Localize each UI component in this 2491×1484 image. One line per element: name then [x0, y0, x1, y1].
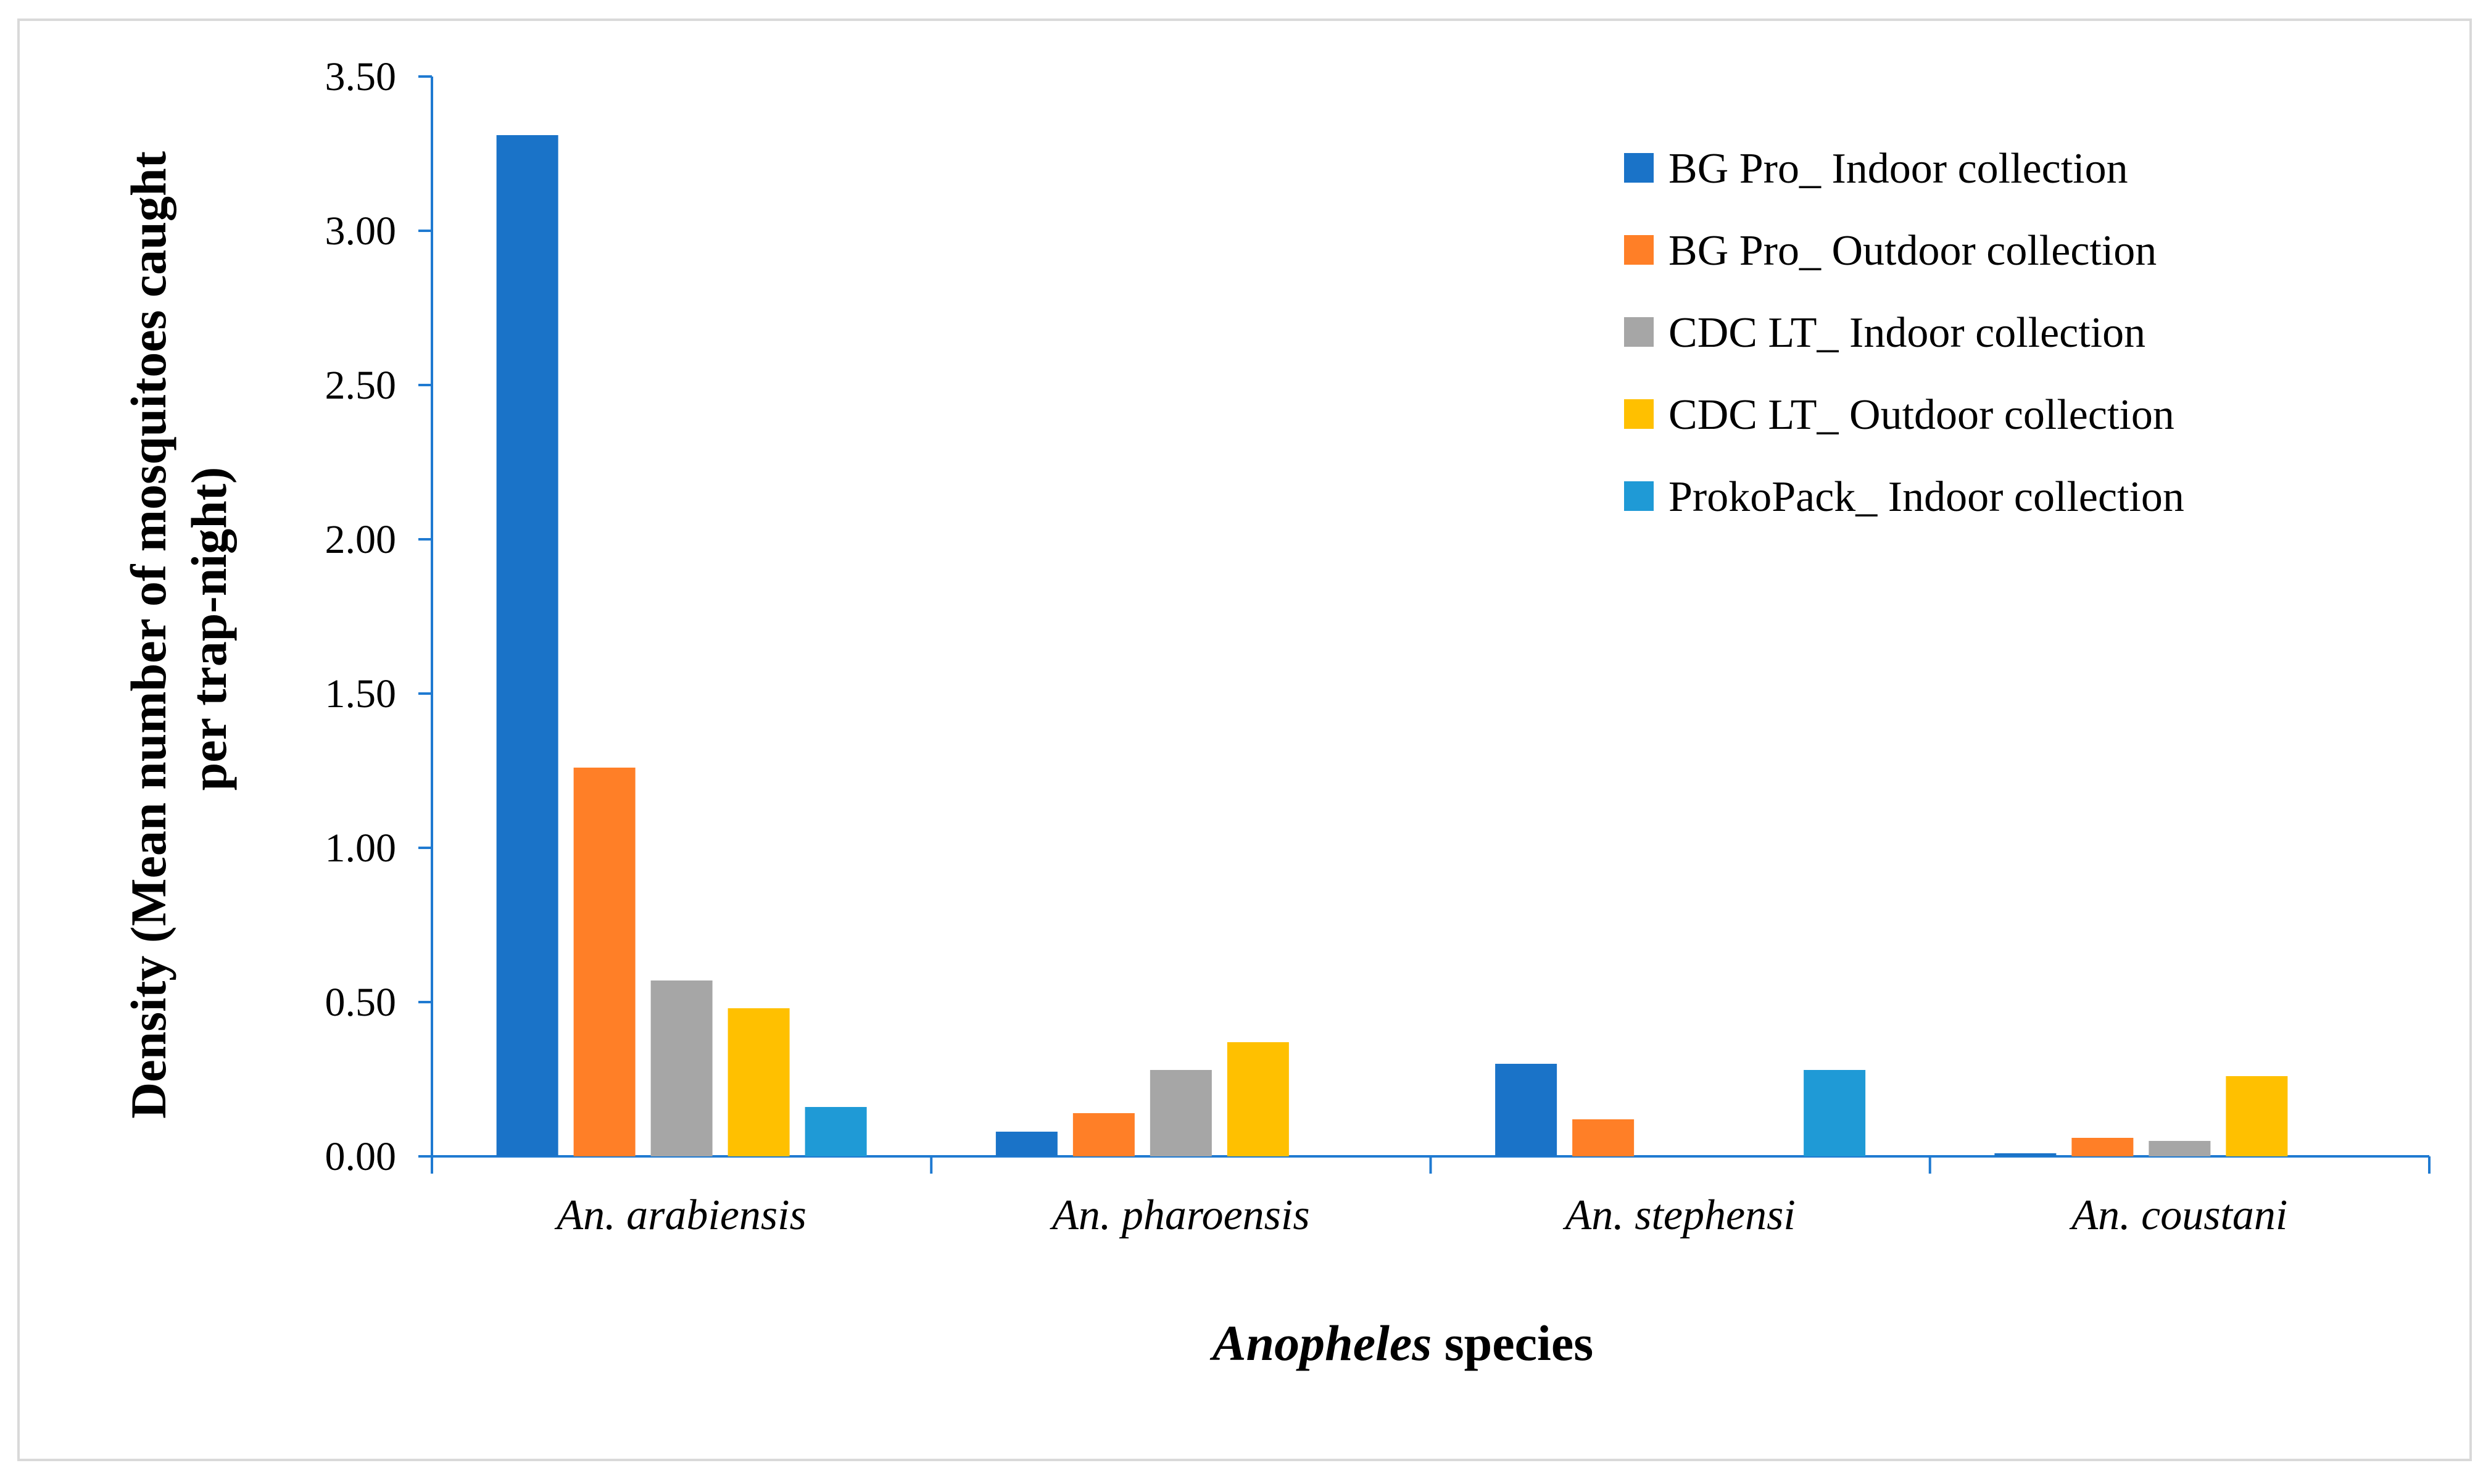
y-tick-label: 2.00 [325, 517, 397, 562]
legend-swatch [1624, 481, 1654, 511]
y-tick-label: 3.50 [325, 54, 397, 99]
legend-label: CDC LT_ Outdoor collection [1668, 391, 2174, 439]
legend-swatch [1624, 235, 1654, 265]
bar [2226, 1076, 2288, 1156]
legend: BG Pro_ Indoor collection BG Pro_ Outdoor… [1624, 145, 2184, 521]
bar [2071, 1138, 2134, 1156]
legend-label: CDC LT_ Indoor collection [1668, 309, 2145, 357]
bar [1572, 1119, 1635, 1156]
bar [2149, 1141, 2211, 1156]
bar [1150, 1070, 1212, 1156]
category-label: An. pharoensis [1050, 1192, 1309, 1239]
bar [995, 1132, 1058, 1156]
y-tick-label: 1.00 [325, 826, 397, 871]
y-axis-title-line1: Density (Mean number of mosquitoes caugh… [120, 151, 176, 1119]
x-axis-title: Anopheles species [1209, 1315, 1593, 1371]
y-axis-title-line2: per trap-night) [181, 467, 237, 791]
y-tick-label: 2.50 [325, 363, 397, 408]
bar [496, 135, 558, 1156]
bar [650, 980, 713, 1156]
legend-swatch [1624, 153, 1654, 183]
legend-label: BG Pro_ Indoor collection [1668, 145, 2128, 193]
y-tick-label: 0.00 [325, 1134, 397, 1179]
bar [573, 768, 636, 1156]
y-tick-label: 3.00 [325, 209, 397, 254]
category-label: An. coustani [2069, 1192, 2287, 1239]
bar [1072, 1113, 1135, 1156]
x-axis-title-italic: Anopheles [1209, 1315, 1432, 1371]
legend-label: BG Pro_ Outdoor collection [1668, 227, 2157, 275]
bars-group [496, 135, 2288, 1156]
y-tick-label: 0.50 [325, 980, 397, 1025]
y-tick-labels: 0.00 0.50 1.00 1.50 2.00 2.50 3.00 3.50 [325, 54, 397, 1179]
bar [727, 1008, 790, 1156]
category-labels: An. arabiensis An. pharoensis An. stephens… [554, 1192, 2287, 1239]
legend-label: ProkoPack_ Indoor collection [1668, 473, 2184, 521]
chart-frame: 0.00 0.50 1.00 1.50 2.00 2.50 3.00 3.50 An. ara… [17, 19, 2472, 1461]
bar-chart: 0.00 0.50 1.00 1.50 2.00 2.50 3.00 3.50 An. ara… [120, 54, 2431, 1371]
bar [1994, 1153, 2057, 1156]
category-label: An. stephensi [1562, 1192, 1795, 1239]
bar [1804, 1070, 1866, 1156]
bar [1227, 1042, 1289, 1156]
bar [1495, 1064, 1557, 1156]
x-axis-title-rest: species [1432, 1315, 1593, 1371]
legend-swatch [1624, 399, 1654, 429]
legend-swatch [1624, 317, 1654, 347]
bar [805, 1107, 867, 1156]
category-label: An. arabiensis [554, 1192, 806, 1239]
y-tick-label: 1.50 [325, 671, 397, 716]
